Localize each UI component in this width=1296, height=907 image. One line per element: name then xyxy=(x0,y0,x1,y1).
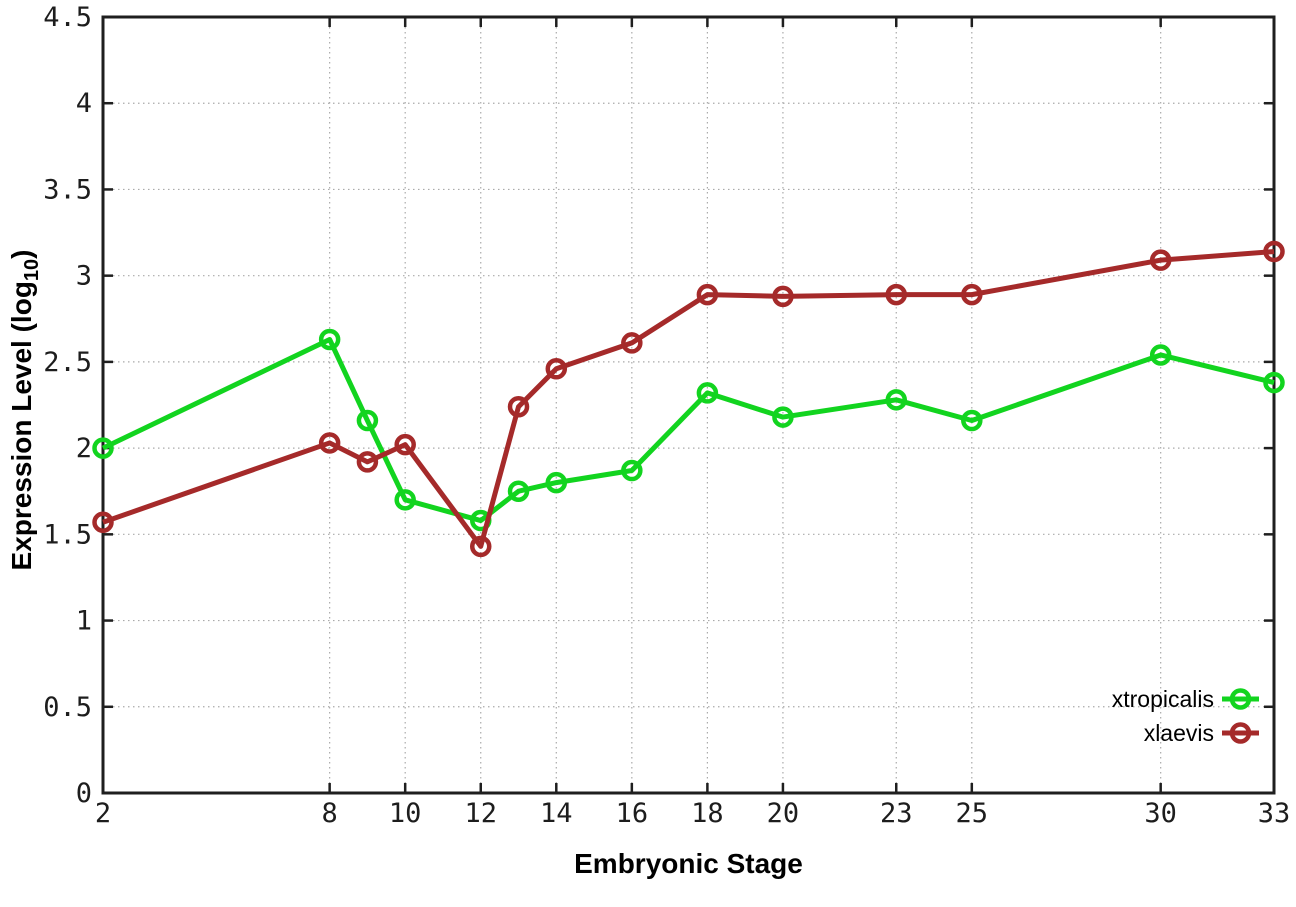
y-tick-label: 3.5 xyxy=(43,174,92,205)
series-xlaevis-marker xyxy=(696,283,719,306)
y-tick-label: 0.5 xyxy=(43,692,92,723)
x-tick-label: 25 xyxy=(956,798,989,829)
plot-border xyxy=(101,15,1276,795)
series-xlaevis-marker xyxy=(394,433,416,456)
x-tick-label: 20 xyxy=(767,798,800,829)
y-tick-label: 4 xyxy=(76,88,92,119)
series-xtropicalis-marker xyxy=(394,489,416,511)
y-axis-title: Expression Level (log10) xyxy=(6,250,43,571)
x-tick-label: 33 xyxy=(1258,798,1291,829)
series-xtropicalis-marker xyxy=(1263,371,1285,394)
series-xlaevis-marker xyxy=(507,395,530,418)
series-xlaevis-marker xyxy=(621,332,643,354)
series-xlaevis-marker xyxy=(961,283,983,306)
series-xtropicalis-marker xyxy=(545,471,568,494)
x-tick-label: 8 xyxy=(322,798,338,829)
y-axis-title-subscript: 10 xyxy=(21,259,43,281)
x-tick-label: 30 xyxy=(1144,798,1177,829)
y-tick-label: 3 xyxy=(76,261,92,292)
series-xtropicalis-marker xyxy=(772,406,794,428)
series-xtropicalis-marker xyxy=(356,409,379,432)
x-tick-label: 12 xyxy=(464,798,497,829)
series-xlaevis-marker xyxy=(1149,249,1172,271)
series-xtropicalis-line xyxy=(101,336,1275,524)
series-xtropicalis-marker xyxy=(961,409,983,432)
legend-marker-xlaevis xyxy=(1229,722,1252,744)
x-tick-label: 10 xyxy=(389,798,422,829)
x-axis-title: Embryonic Stage xyxy=(574,848,803,879)
series-xlaevis-marker xyxy=(772,285,794,308)
series-xlaevis-marker xyxy=(545,358,568,380)
y-tick-label: 0 xyxy=(76,778,92,809)
legend-label-xlaevis: xlaevis xyxy=(1144,720,1214,746)
series-xtropicalis-marker xyxy=(621,459,643,482)
series-xlaevis-marker xyxy=(356,451,379,473)
series-xtropicalis-marker xyxy=(92,437,114,459)
series-xtropicalis-marker xyxy=(1149,344,1172,366)
series-xtropicalis-marker xyxy=(696,382,719,404)
y-axis-title-suffix: ) xyxy=(6,250,37,259)
series-xlaevis-marker xyxy=(885,283,908,306)
y-axis-title-main: Expression Level (log xyxy=(6,281,37,570)
y-tick-label: 1.5 xyxy=(43,519,92,550)
grid xyxy=(103,17,1275,793)
tick-labels: 2 8 10 12 14 16 18 20 23 25 30 33 0 0.5 1 1.5 2 2.5 3 3.5 4 4… xyxy=(43,2,1290,829)
series-xtropicalis-marker xyxy=(507,480,530,502)
legend-marker-xtropicalis xyxy=(1229,688,1252,710)
series-xtropicalis-marker xyxy=(318,328,341,351)
x-tick-label: 2 xyxy=(95,798,111,829)
series-xlaevis-marker xyxy=(1263,240,1285,263)
legend: xtropicalis xlaevis xyxy=(1112,686,1259,746)
series-xtropicalis-marker xyxy=(885,389,908,411)
series-xlaevis xyxy=(92,240,1285,558)
x-tick-label: 23 xyxy=(880,798,913,829)
y-tick-label: 2.5 xyxy=(43,347,92,378)
x-tick-label: 16 xyxy=(616,798,649,829)
series-xlaevis-marker xyxy=(318,432,341,454)
series-xlaevis-marker xyxy=(469,535,492,558)
y-tick-label: 1 xyxy=(76,606,92,637)
x-tick-label: 18 xyxy=(691,798,724,829)
series-xlaevis-marker xyxy=(92,511,114,534)
series-xtropicalis xyxy=(92,328,1285,532)
y-tick-label: 4.5 xyxy=(43,2,92,33)
x-tick-label: 14 xyxy=(540,798,573,829)
legend-label-xtropicalis: xtropicalis xyxy=(1112,686,1214,712)
y-tick-label: 2 xyxy=(76,433,92,464)
